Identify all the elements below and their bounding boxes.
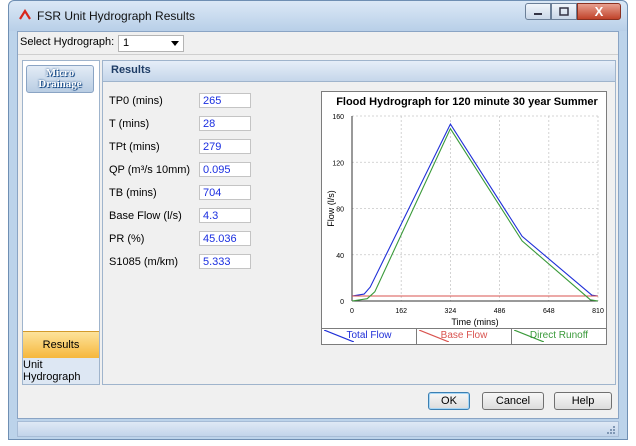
x-tick-label: 486 [494,308,506,315]
x-tick-label: 0 [350,308,354,315]
x-tick-label: 324 [445,308,457,315]
t-field[interactable]: 28 [199,116,251,131]
legend-swatch-base-flow [419,330,449,342]
sidebar-item-label: Unit Hydrograph [23,359,81,383]
chevron-down-icon[interactable] [171,41,179,46]
panel-title: Results [111,64,151,76]
s1085-field[interactable]: 5.333 [199,254,251,269]
sidebar-item-unit-hydrograph[interactable]: Unit Hydrograph [23,358,99,384]
title-bar[interactable]: FSR Unit Hydrograph Results X [9,1,627,31]
results-panel: Results TP0 (mins) 265 T (mins) 28 TPt (… [102,60,616,385]
tpt-field[interactable]: 279 [199,139,251,154]
resize-grip-icon[interactable] [606,425,616,435]
window-title: FSR Unit Hydrograph Results [37,9,196,23]
y-tick-label: 160 [332,114,344,121]
chart-title: Flood Hydrograph for 120 minute 30 year … [336,96,598,108]
minimize-button[interactable] [525,3,551,20]
x-axis-label: Time (mins) [451,317,498,327]
legend-total-flow: Total Flow [322,329,417,344]
tb-field[interactable]: 704 [199,185,251,200]
legend-direct-runoff: Direct Runoff [512,329,606,344]
select-hydrograph-label: Select Hydrograph: [20,36,115,48]
legend-label-total-flow: Total Flow [346,330,392,341]
base-flow-field[interactable]: 4.3 [199,208,251,223]
close-button[interactable]: X [577,3,621,20]
logo-line1: Micro [45,67,75,79]
qp-field[interactable]: 0.095 [199,162,251,177]
legend-base-flow: Base Flow [417,329,512,344]
s1085-label: S1085 (m/km) [109,256,179,268]
chart-canvas: Flood Hydrograph for 120 minute 30 year … [326,96,604,327]
chart-legend: Total Flow Base Flow Direct Runoff [322,328,606,344]
sidebar-item-label: Results [42,339,80,351]
ok-button[interactable]: OK [428,392,470,410]
app-window: FSR Unit Hydrograph Results X Select Hyd… [8,0,628,440]
y-tick-label: 80 [336,207,344,214]
x-tick-label: 810 [592,308,604,315]
status-bar [17,421,619,437]
hydrograph-selector-row: Select Hydrograph: 1 [18,32,618,55]
base-flow-label: Base Flow (l/s) [109,210,182,222]
t-label: T (mins) [109,118,150,130]
tb-label: TB (mins) [109,187,157,199]
hydrograph-chart: Flood Hydrograph for 120 minute 30 year … [321,91,607,345]
pr-label: PR (%) [109,233,145,245]
series-line-direct-runoff [351,127,599,302]
app-icon [19,9,31,20]
sidebar-item-results[interactable]: Results [23,331,99,359]
x-tick-label: 648 [543,308,555,315]
y-tick-label: 0 [340,299,344,306]
maximize-button[interactable] [551,3,577,20]
sidebar: Micro Drainage Results Unit Hydrograph [22,60,100,385]
legend-swatch-total-flow [324,330,354,342]
maximize-icon [559,7,569,16]
close-icon: X [594,4,604,19]
tp0-field[interactable]: 265 [199,93,251,108]
hydrograph-select-value: 1 [123,37,130,49]
y-tick-label: 40 [336,253,344,260]
tp0-label: TP0 (mins) [109,95,163,107]
pr-field[interactable]: 45.036 [199,231,251,246]
window-controls: X [525,3,621,20]
y-tick-label: 120 [332,160,344,167]
logo-line2: Drainage [38,78,82,90]
client-area: Select Hydrograph: 1 Micro Drainage Resu… [17,31,619,419]
series-line-total-flow [351,122,599,297]
legend-label-direct-runoff: Direct Runoff [529,330,589,341]
x-tick-label: 162 [395,308,407,315]
help-button[interactable]: Help [554,392,612,410]
hydrograph-select[interactable]: 1 [118,35,184,52]
legend-label-base-flow: Base Flow [440,330,488,341]
cancel-button[interactable]: Cancel [482,392,544,410]
dialog-footer: OK Cancel Help [18,386,618,418]
panel-header: Results [103,61,615,82]
legend-swatch-direct-runoff [514,330,544,342]
minimize-icon [534,12,542,15]
y-axis-label: Flow (l/s) [326,190,336,227]
qp-label: QP (m³/s 10mm) [109,164,191,176]
tpt-label: TPt (mins) [109,141,160,153]
micro-drainage-logo: Micro Drainage [26,65,94,93]
